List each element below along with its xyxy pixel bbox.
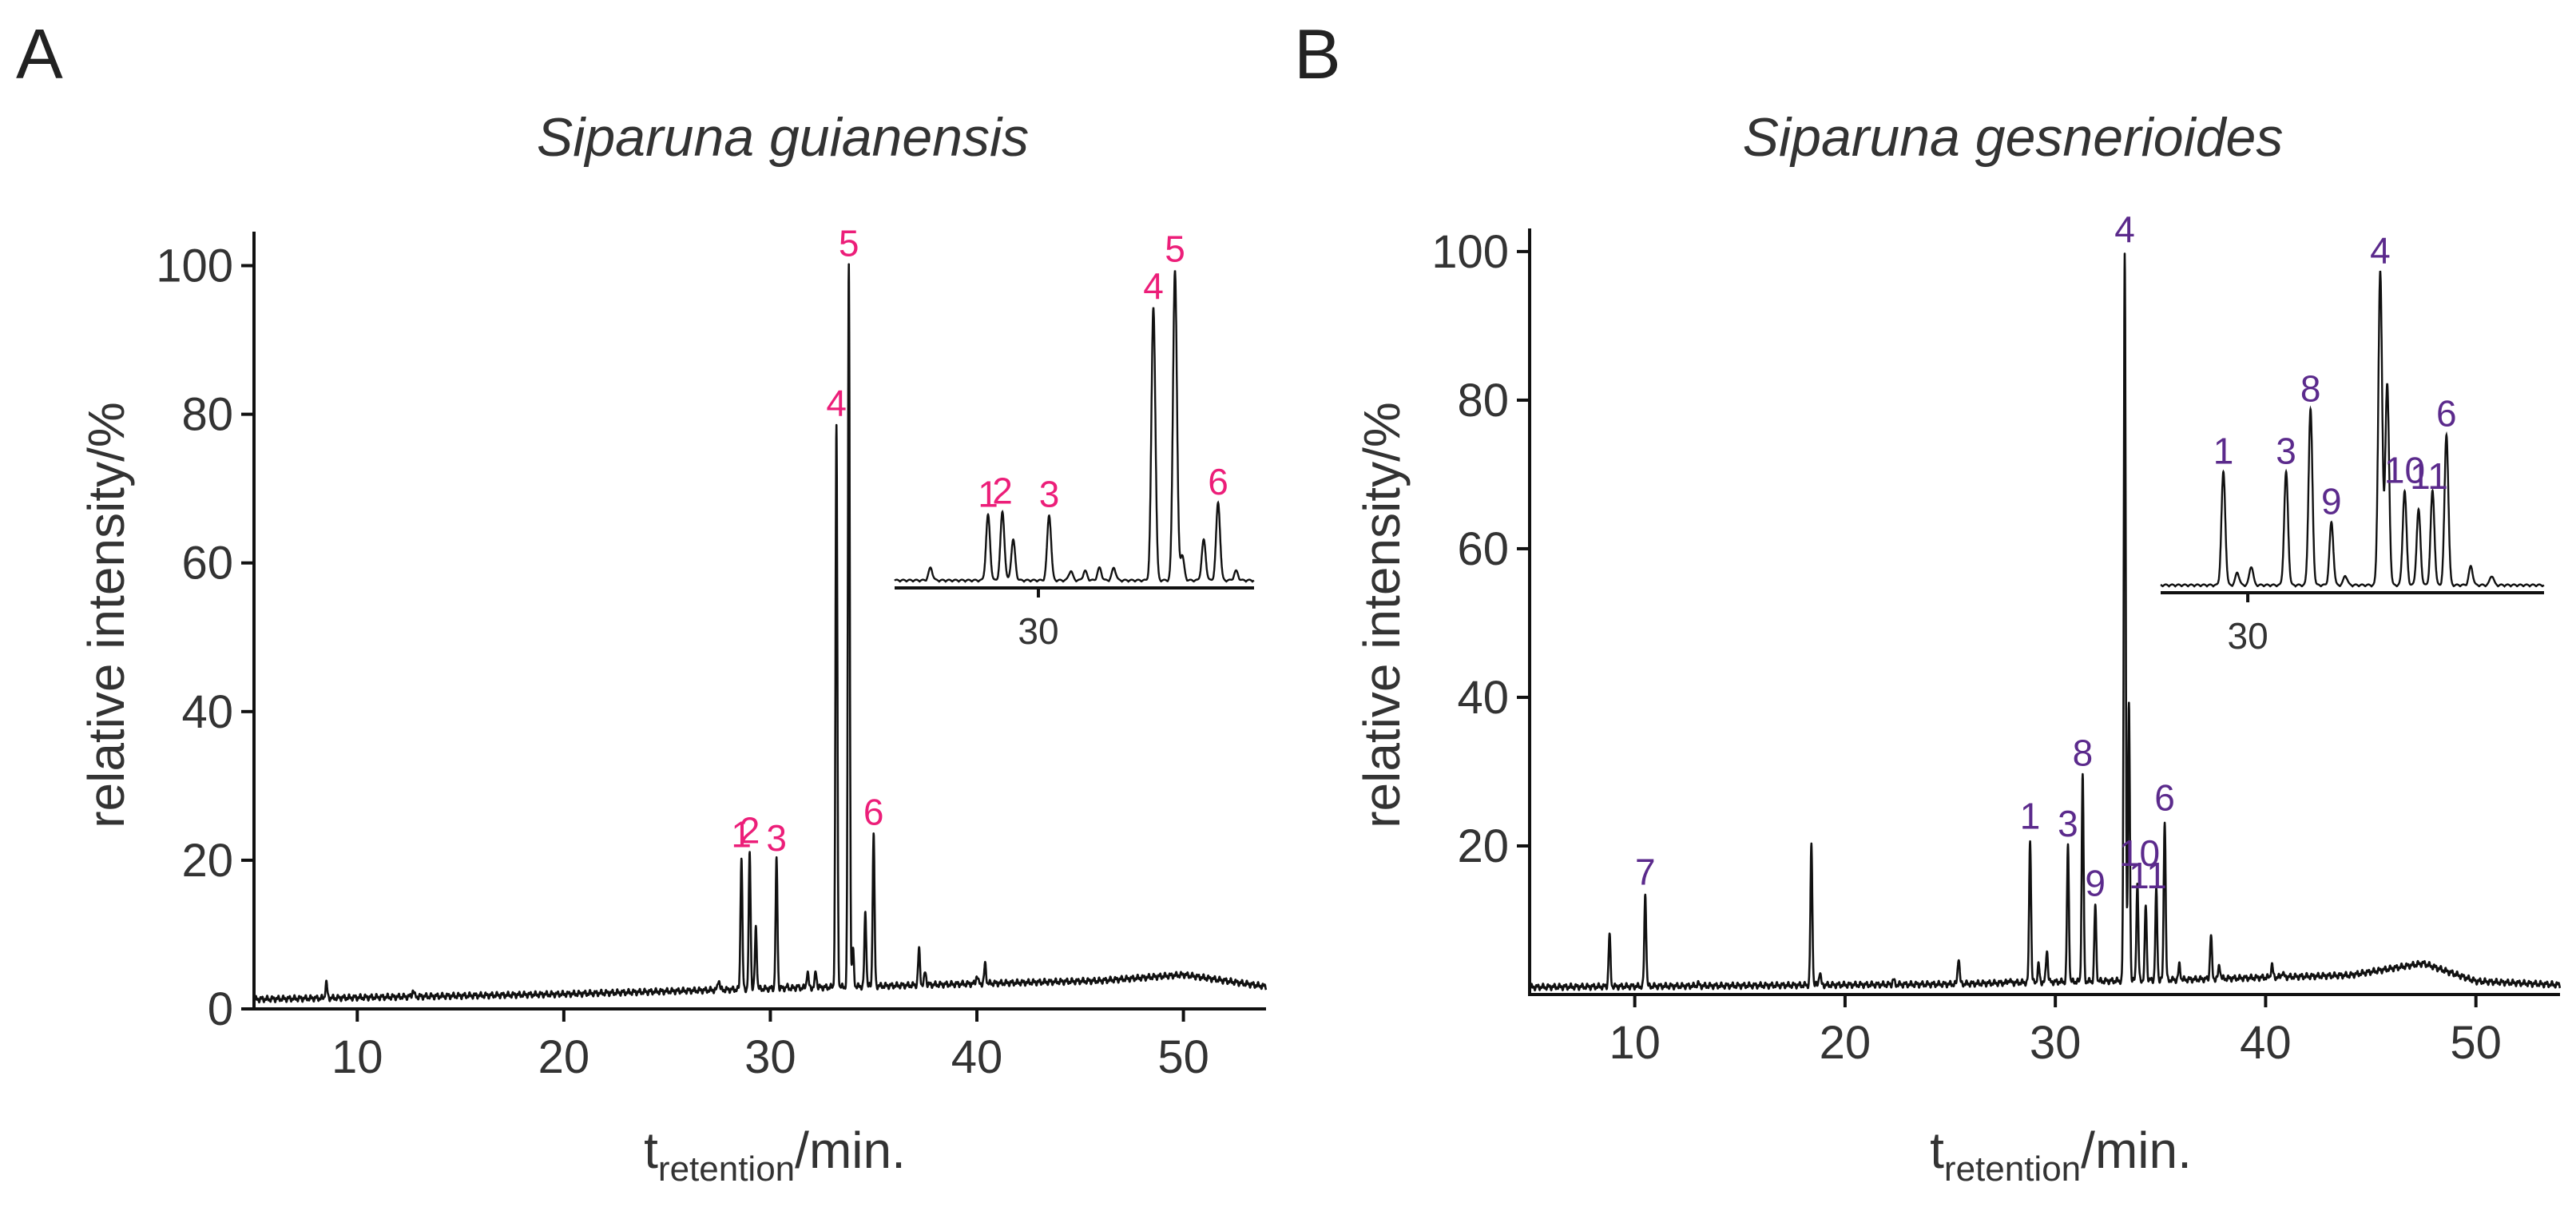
chart-b-xtick-label: 30 <box>2030 1017 2082 1069</box>
chart-a-inset-peak-label: 5 <box>1165 228 1185 269</box>
chart-b-inset-peak-label: 6 <box>2436 393 2457 435</box>
chart-a-xtick-label: 20 <box>538 1031 590 1083</box>
chart-a-xlabel-main: t <box>644 1122 658 1179</box>
panel-letter-b: B <box>1294 14 1341 93</box>
chart-b-inset-peak-label: 10 <box>2384 449 2425 490</box>
chart-a-inset-peak-label: 2 <box>992 470 1013 512</box>
chart-a-peak-label: 6 <box>863 791 884 832</box>
chart-a-xtick-label: 10 <box>331 1031 383 1083</box>
chart-b-series-line <box>1528 252 2562 991</box>
chart-b-inset-peak-label: 9 <box>2321 481 2342 522</box>
chart-b-xlabel: tretention/min. <box>1930 1122 2192 1189</box>
chart-b-ytick-label: 60 <box>1457 523 1509 575</box>
chart-a-peak-label: 1 <box>731 813 752 855</box>
chart-b-peak-label: 11 <box>2129 855 2167 896</box>
chart-b-peak-label: 3 <box>2058 803 2078 844</box>
chart-b-inset-series-line <box>2160 270 2545 588</box>
chart-b-xtick-label: 20 <box>1820 1017 1871 1069</box>
chart-b-peak-label: 8 <box>2073 733 2094 774</box>
chart-a-xtick-label: 30 <box>744 1031 796 1083</box>
chart-a-peak-label: 2 <box>740 810 760 852</box>
chart-b-xtick-label: 40 <box>2240 1017 2292 1069</box>
chart-b-peak-label: 6 <box>2154 776 2175 818</box>
chart-a-inset-peak-label: 3 <box>1039 473 1060 514</box>
chart-a-xtick-label: 40 <box>951 1031 1003 1083</box>
chart-a-ylabel: relative intensity/% <box>77 402 135 828</box>
chart-a-peak-label: 4 <box>826 383 847 424</box>
chart-b-inset-peak-label: 11 <box>2410 455 2448 497</box>
panel-letter-a: A <box>16 14 63 93</box>
chart-b-xtick-label: 50 <box>2450 1017 2502 1069</box>
chart-b-inset-peak-label: 1 <box>2213 431 2234 472</box>
chart-a-xtick-label: 50 <box>1157 1031 1209 1083</box>
chart-b-peak-label: 1 <box>2020 796 2041 837</box>
chart-a-xlabel-tail: /min. <box>795 1122 906 1179</box>
chart-b-ytick-label: 20 <box>1457 820 1509 872</box>
chart-a-ytick-label: 0 <box>208 983 233 1035</box>
chart-a-peak-label: 3 <box>766 817 787 859</box>
chart-a-series-line <box>252 263 1268 1004</box>
chart-b-inset-peak-label: 4 <box>2370 230 2391 272</box>
chart-a-inset-peak-label: 4 <box>1143 265 1164 307</box>
chart-b-inset-tick-label: 30 <box>2228 615 2268 657</box>
chart-b-inset-peak-label: 3 <box>2276 431 2296 472</box>
chart-a-ytick-label: 100 <box>156 240 233 292</box>
chart-b-xlabel-tail: /min. <box>2081 1122 2192 1179</box>
chart-b-inset-peak-label: 8 <box>2300 367 2321 409</box>
chart-a-peak-label: 5 <box>839 223 859 264</box>
chart-b-peak-label: 7 <box>1635 851 1656 892</box>
chart-a-ytick-label: 60 <box>181 538 233 590</box>
chart-b-title: Siparuna gesnerioides <box>1743 107 2284 168</box>
chart-a-xlabel-sub: retention <box>658 1149 795 1189</box>
chart-b-ytick-label: 100 <box>1431 226 1509 278</box>
chart-a-inset-tick-label: 30 <box>1018 610 1058 652</box>
chart-a-inset-series-line <box>894 270 1255 583</box>
chart-a-xlabel: tretention/min. <box>644 1122 906 1189</box>
chart-b-peak-label: 9 <box>2085 862 2106 903</box>
chart-a-title: Siparuna guianensis <box>537 107 1029 168</box>
chart-b-xlabel-main: t <box>1930 1122 1944 1179</box>
chart-b-peak-label: 10 <box>2119 832 2160 874</box>
chart-b-xtick-label: 10 <box>1609 1017 1661 1069</box>
chart-a-ytick-label: 40 <box>181 686 233 738</box>
chart-b-xlabel-sub: retention <box>1944 1149 2081 1189</box>
chart-a-inset-peak-label: 1 <box>978 473 998 514</box>
chart-b-peak-label: 4 <box>2114 208 2135 250</box>
chart-a-ytick-label: 80 <box>181 389 233 441</box>
chart-b-ytick-label: 80 <box>1457 375 1509 427</box>
chart-b-ylabel: relative intensity/% <box>1353 402 1411 828</box>
chart-b-ytick-label: 40 <box>1457 672 1509 724</box>
chart-a-ytick-label: 20 <box>181 835 233 887</box>
chart-a-inset-peak-label: 6 <box>1208 461 1228 502</box>
